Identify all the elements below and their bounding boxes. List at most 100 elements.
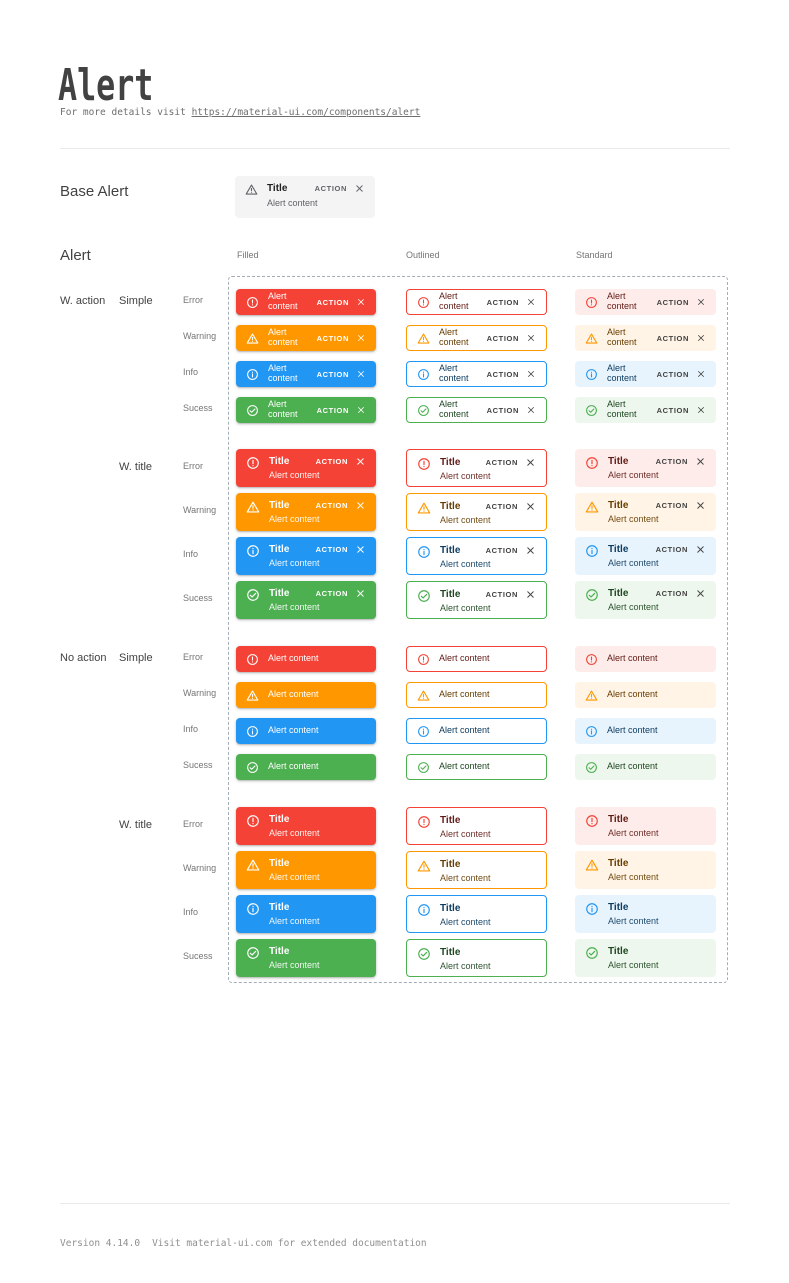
action-button[interactable]: ACTION (486, 405, 519, 415)
close-icon[interactable] (696, 297, 706, 307)
close-icon[interactable] (526, 333, 536, 343)
alert-content: Alert content (608, 470, 659, 480)
alert-content: Alert content (268, 689, 319, 700)
error-icon (246, 814, 260, 828)
alert-content: Alert content (440, 873, 491, 883)
close-icon[interactable] (525, 501, 536, 512)
standard-info-alert: Title Alert content (575, 895, 716, 933)
alert-content: Alert content (268, 327, 298, 347)
action-button[interactable]: ACTION (656, 369, 689, 379)
alert-title: Title (440, 589, 461, 600)
filled-info-alert: Alert content ACTION (236, 361, 376, 387)
action-button[interactable]: ACTION (315, 589, 348, 598)
warning-icon (585, 500, 599, 514)
base-alert: Title ACTION Alert content (235, 176, 375, 218)
outlined-info-alert: Alert content ACTION (406, 361, 547, 387)
alert-content: Alert content (269, 828, 320, 838)
warning-icon (585, 689, 598, 702)
action-button[interactable]: ACTION (486, 297, 519, 307)
close-icon[interactable] (356, 333, 366, 343)
close-icon[interactable] (355, 456, 366, 467)
action-button[interactable]: ACTION (655, 457, 688, 466)
outlined-success-alert: Alert content (406, 754, 547, 780)
alert-title: Title (608, 946, 629, 957)
alert-content: Alert content (268, 761, 319, 772)
close-icon[interactable] (526, 405, 536, 415)
outlined-success-alert: Title ACTION Alert content (406, 581, 547, 619)
action-button[interactable]: ACTION (655, 589, 688, 598)
action-button[interactable]: ACTION (316, 405, 349, 415)
action-button[interactable]: ACTION (316, 369, 349, 379)
action-button[interactable]: ACTION (655, 501, 688, 510)
error-icon (585, 296, 598, 309)
filled-success-alert: Alert content (236, 754, 376, 780)
success-icon (417, 947, 431, 961)
error-icon (417, 457, 431, 471)
alert-content: Alert content (439, 725, 490, 736)
alert-content: Alert content (268, 399, 298, 419)
alerts-matrix-container: Alert content ACTION Alert content ACTION Al… (228, 276, 728, 983)
alert-content: Alert content (607, 725, 658, 736)
close-icon[interactable] (356, 297, 366, 307)
action-button[interactable]: ACTION (315, 501, 348, 510)
close-icon[interactable] (696, 333, 706, 343)
outlined-info-alert: Title ACTION Alert content (406, 537, 547, 575)
action-button[interactable]: ACTION (485, 458, 518, 467)
docs-link[interactable]: https://material-ui.com/components/alert (191, 107, 421, 118)
info-icon (417, 368, 430, 381)
subtitle-text: For more details visit (60, 107, 192, 118)
close-icon[interactable] (356, 369, 366, 379)
filled-error-alert: Alert content (236, 646, 376, 672)
close-icon[interactable] (356, 405, 366, 415)
alert-title: Title (440, 501, 461, 512)
close-icon[interactable] (696, 369, 706, 379)
severity-label-warning: Warning (183, 688, 217, 698)
close-icon[interactable] (355, 544, 366, 555)
standard-success-alert: Alert content (575, 754, 716, 780)
action-button[interactable]: ACTION (315, 545, 348, 554)
close-icon[interactable] (695, 500, 706, 511)
alert-content: Alert content (439, 327, 469, 347)
action-button[interactable]: ACTION (486, 333, 519, 343)
action-button[interactable]: ACTION (656, 405, 689, 415)
close-icon[interactable] (525, 457, 536, 468)
action-button[interactable]: ACTION (656, 333, 689, 343)
footer: Version 4.14.0 Visit material-ui.com for … (60, 1238, 427, 1249)
error-icon (246, 296, 259, 309)
close-icon[interactable] (354, 183, 365, 194)
alert-content: Alert content (269, 470, 320, 480)
close-icon[interactable] (696, 405, 706, 415)
standard-success-alert: Alert content ACTION (575, 397, 716, 423)
alert-title: Title (608, 902, 629, 913)
close-icon[interactable] (525, 545, 536, 556)
warning-icon (585, 858, 599, 872)
close-icon[interactable] (695, 588, 706, 599)
action-button[interactable]: ACTION (486, 369, 519, 379)
close-icon[interactable] (525, 589, 536, 600)
info-icon (246, 725, 259, 738)
action-button[interactable]: ACTION (655, 545, 688, 554)
severity-label-warning: Warning (183, 505, 217, 515)
close-icon[interactable] (355, 588, 366, 599)
action-button[interactable]: ACTION (656, 297, 689, 307)
action-button[interactable]: ACTION (316, 333, 349, 343)
alert-title: Title (608, 588, 629, 599)
close-icon[interactable] (526, 369, 536, 379)
close-icon[interactable] (355, 500, 366, 511)
action-button[interactable]: ACTION (316, 297, 349, 307)
warning-icon (246, 500, 260, 514)
action-button[interactable]: ACTION (485, 546, 518, 555)
close-icon[interactable] (695, 544, 706, 555)
action-button[interactable]: ACTION (485, 502, 518, 511)
action-button[interactable]: ACTION (485, 590, 518, 599)
alert-content: Alert content (440, 917, 491, 927)
close-icon[interactable] (526, 297, 536, 307)
action-button[interactable]: ACTION (314, 184, 347, 193)
alert-content: Alert content (607, 761, 658, 772)
outlined-warning-alert: Title ACTION Alert content (406, 493, 547, 531)
outlined-warning-alert: Alert content (406, 682, 547, 708)
severity-label-error: Error (183, 819, 203, 829)
standard-warning-alert: Title ACTION Alert content (575, 493, 716, 531)
close-icon[interactable] (695, 456, 706, 467)
action-button[interactable]: ACTION (315, 457, 348, 466)
